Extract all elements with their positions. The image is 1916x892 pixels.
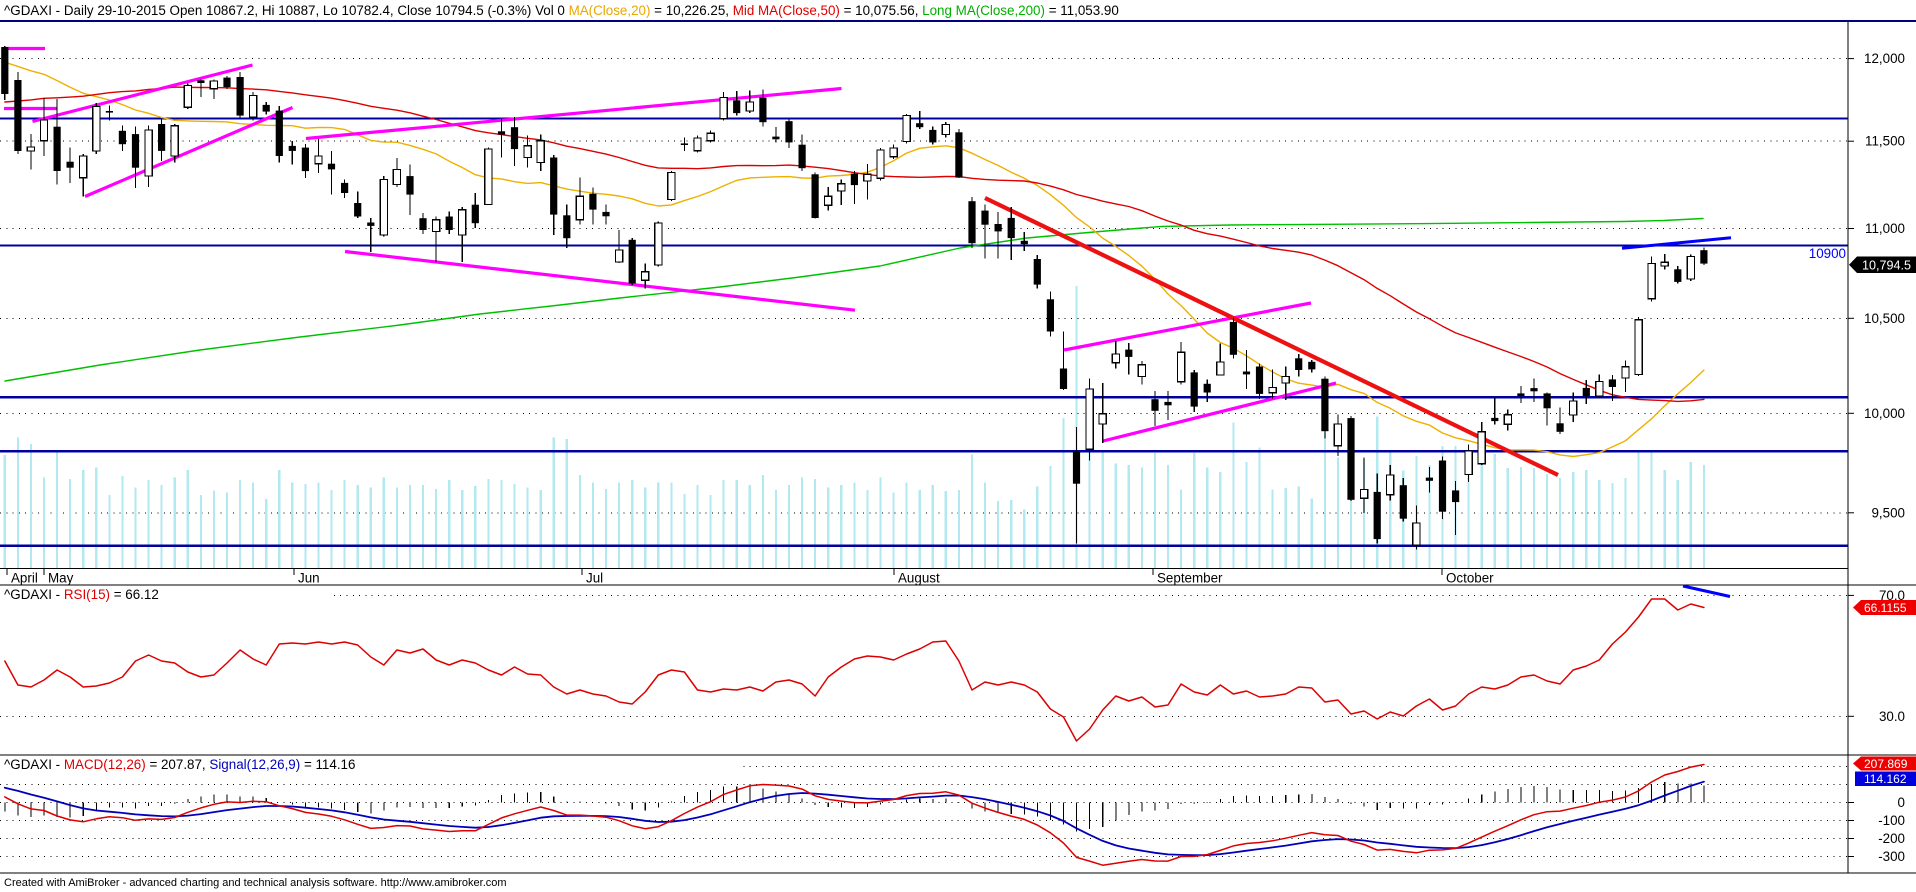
svg-text:Created with AmiBroker - advan: Created with AmiBroker - advanced charti… — [4, 877, 507, 889]
svg-text:11,000: 11,000 — [1865, 221, 1905, 236]
svg-text:0: 0 — [1898, 795, 1905, 810]
svg-text:10,500: 10,500 — [1864, 311, 1905, 326]
svg-text:September: September — [1157, 571, 1223, 586]
svg-text:April: April — [11, 571, 38, 586]
svg-text:207.869: 207.869 — [1864, 757, 1908, 771]
svg-text:October: October — [1446, 571, 1494, 586]
svg-text:11,500: 11,500 — [1865, 134, 1905, 149]
svg-text:10,000: 10,000 — [1864, 406, 1905, 421]
svg-text:^GDAXI - MACD(12,26) = 207.87,: ^GDAXI - MACD(12,26) = 207.87, Signal(12… — [4, 757, 355, 772]
svg-text:10900: 10900 — [1809, 246, 1846, 261]
svg-text:70.0: 70.0 — [1879, 588, 1905, 603]
svg-text:August: August — [898, 571, 940, 586]
svg-text:Jun: Jun — [298, 571, 320, 586]
svg-text:^GDAXI - Daily 29-10-2015 Open: ^GDAXI - Daily 29-10-2015 Open 10867.2, … — [4, 3, 1119, 18]
svg-text:12,000: 12,000 — [1864, 51, 1905, 66]
svg-text:30.0: 30.0 — [1879, 709, 1905, 724]
svg-text:-100: -100 — [1878, 813, 1905, 828]
svg-text:10,794.5: 10,794.5 — [1862, 258, 1911, 272]
svg-text:-200: -200 — [1878, 831, 1905, 846]
svg-text:-300: -300 — [1878, 849, 1905, 864]
svg-text:^GDAXI - RSI(15) = 66.12: ^GDAXI - RSI(15) = 66.12 — [4, 587, 159, 602]
svg-text:114.162: 114.162 — [1864, 772, 1907, 786]
svg-text:May: May — [48, 571, 74, 586]
svg-text:66.1155: 66.1155 — [1864, 601, 1907, 615]
svg-text:9,500: 9,500 — [1871, 505, 1905, 520]
svg-text:Jul: Jul — [586, 571, 603, 586]
